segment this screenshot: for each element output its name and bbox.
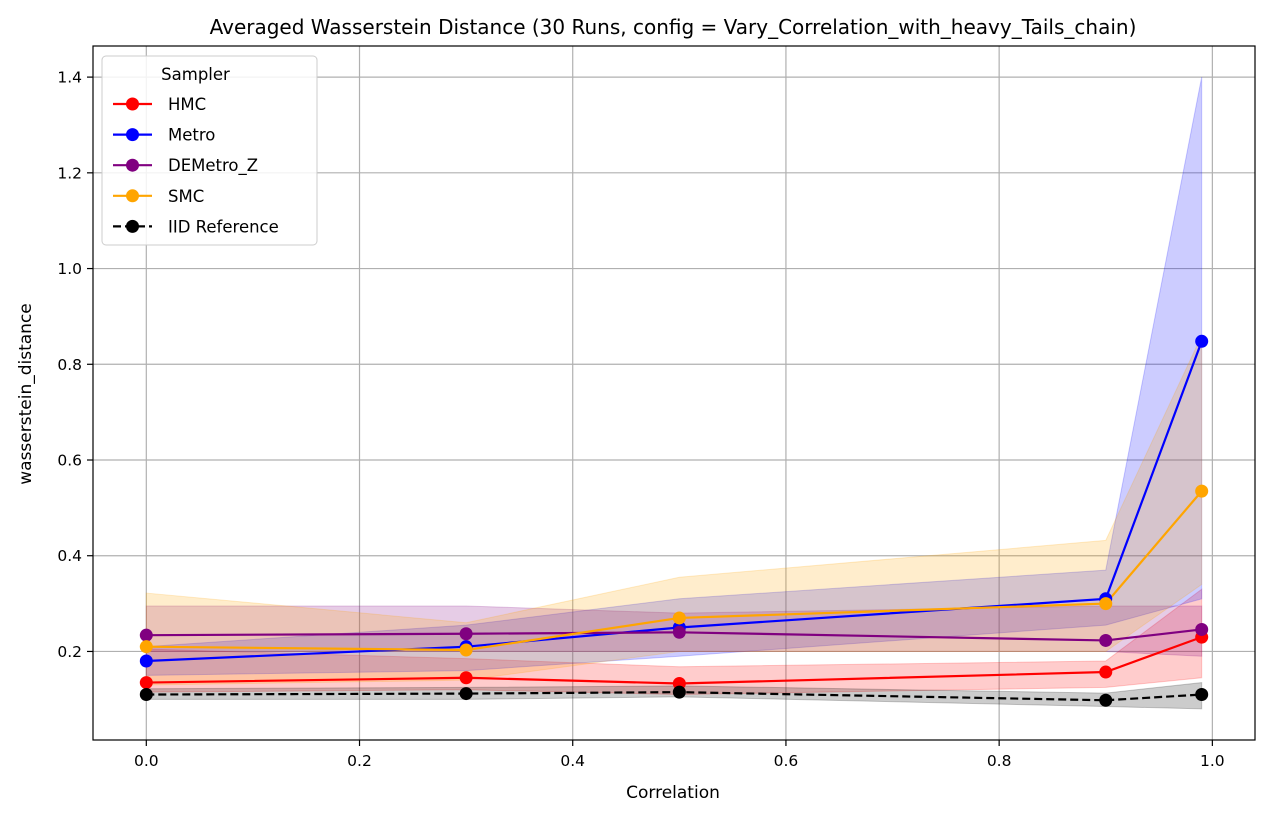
x-tick-label: 0.6 bbox=[774, 752, 799, 770]
hmc-point bbox=[139, 676, 153, 690]
x-axis-label: Correlation bbox=[626, 783, 720, 803]
smc-band bbox=[145, 335, 1203, 686]
legend-item-metro: Metro bbox=[113, 126, 215, 145]
grid bbox=[93, 46, 1255, 740]
legend-item-smc: SMC bbox=[113, 187, 204, 206]
legend-items: HMC Metro DEMetro_Z SMC IID Reference bbox=[113, 95, 279, 236]
y-tick-label: 0.6 bbox=[57, 452, 82, 470]
iid-reference-point bbox=[139, 688, 153, 702]
smc-point bbox=[672, 611, 686, 625]
x-tick-label: 1.0 bbox=[1200, 752, 1225, 770]
y-axis-ticks: 0.2 0.4 0.6 0.8 1.0 1.2 1.4 bbox=[57, 69, 93, 661]
legend-label-demetro-z: DEMetro_Z bbox=[168, 156, 258, 176]
legend-marker-metro bbox=[126, 128, 139, 142]
x-tick-label: 0.4 bbox=[560, 752, 585, 770]
y-axis-label: wasserstein_distance bbox=[16, 303, 36, 485]
demetro-z-point bbox=[139, 628, 153, 642]
legend-label-iid-reference: IID Reference bbox=[168, 217, 279, 236]
x-tick-label: 0.8 bbox=[987, 752, 1012, 770]
x-axis-ticks: 0.0 0.2 0.4 0.6 0.8 1.0 bbox=[134, 740, 1225, 770]
y-tick-label: 1.0 bbox=[57, 260, 82, 278]
legend-marker-hmc bbox=[126, 97, 139, 111]
legend-label-hmc: HMC bbox=[168, 95, 206, 114]
demetro-z-point bbox=[1195, 622, 1209, 636]
series-points bbox=[139, 334, 1209, 707]
smc-point bbox=[139, 640, 153, 654]
x-tick-label: 0.0 bbox=[134, 752, 159, 770]
legend-label-metro: Metro bbox=[168, 126, 215, 145]
metro-band bbox=[145, 77, 1203, 676]
metro-point bbox=[139, 654, 153, 668]
demetro-z-point bbox=[1099, 633, 1113, 647]
iid-reference-point bbox=[1099, 693, 1113, 707]
y-tick-label: 1.2 bbox=[57, 164, 82, 182]
legend-box bbox=[101, 55, 318, 246]
y-tick-label: 0.8 bbox=[57, 356, 82, 374]
legend-marker-iid-reference bbox=[126, 219, 139, 233]
x-tick-label: 0.2 bbox=[347, 752, 372, 770]
demetro-z-point bbox=[459, 627, 473, 641]
legend-label-smc: SMC bbox=[168, 187, 204, 206]
iid-reference-point bbox=[1195, 688, 1209, 702]
iid-reference-point bbox=[672, 685, 686, 699]
legend: Sampler HMC Metro DEMetro_Z SMC IID Referenc… bbox=[101, 55, 318, 246]
hmc-point bbox=[1099, 665, 1113, 679]
legend-marker-demetro-z bbox=[126, 158, 139, 172]
demetro-z-point bbox=[672, 625, 686, 639]
smc-point bbox=[1195, 484, 1209, 498]
y-tick-label: 0.4 bbox=[57, 547, 82, 565]
legend-title: Sampler bbox=[161, 65, 230, 84]
hmc-point bbox=[459, 671, 473, 685]
plot-frame bbox=[92, 45, 1256, 741]
y-tick-label: 0.2 bbox=[57, 643, 82, 661]
smc-point bbox=[459, 643, 473, 657]
smc-point bbox=[1099, 597, 1113, 611]
hmc-band bbox=[145, 588, 1203, 696]
legend-item-iid-reference: IID Reference bbox=[113, 217, 279, 236]
legend-item-demetro-z: DEMetro_Z bbox=[113, 156, 258, 176]
metro-point bbox=[1195, 334, 1209, 348]
legend-item-hmc: HMC bbox=[113, 95, 206, 114]
iid-reference-point bbox=[459, 687, 473, 701]
legend-marker-smc bbox=[126, 189, 139, 203]
chart-title: Averaged Wasserstein Distance (30 Runs, … bbox=[210, 15, 1137, 39]
y-tick-label: 1.4 bbox=[57, 69, 82, 87]
